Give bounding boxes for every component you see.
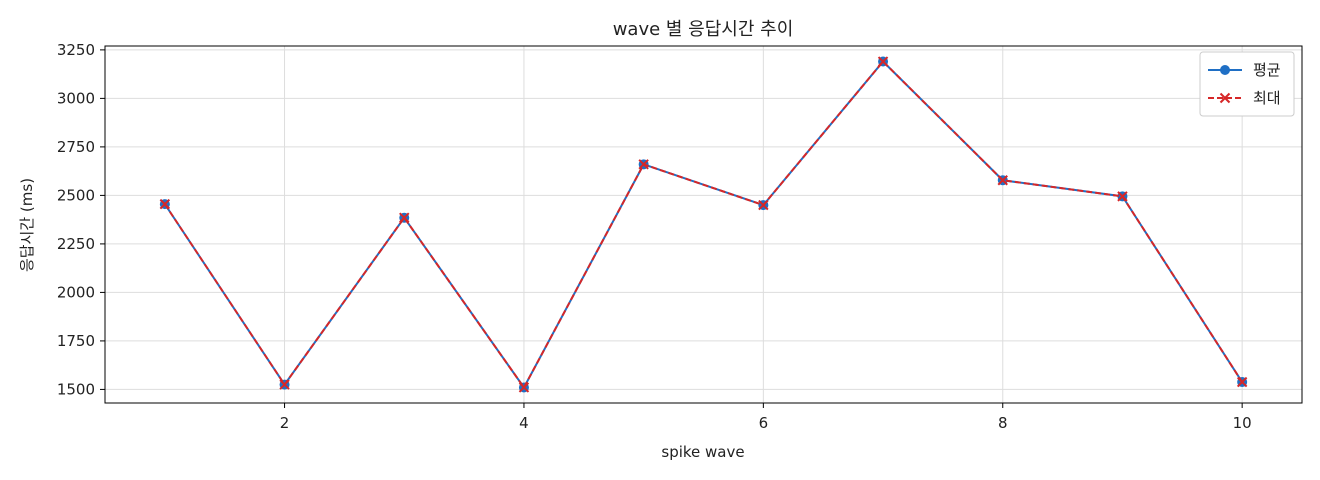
grid [105,46,1302,403]
x-axis-label: spike wave [661,443,744,461]
data-point [399,212,410,223]
x-marker-stroke [1117,191,1128,202]
data-point [1117,191,1128,202]
legend-label: 평균 [1253,61,1281,79]
y-axis-label: 응답시간 (ms) [18,178,36,272]
y-tick-label: 2000 [57,283,95,301]
x-tick-label: 2 [280,414,290,432]
x-marker-stroke [997,175,1008,186]
legend-swatch-marker [1219,92,1231,104]
x-marker-stroke [279,379,290,390]
y-tick-label: 3250 [57,41,95,59]
data-point [997,175,1008,186]
legend-entry-2: 최대 [1208,89,1281,107]
y-tick-label: 2500 [57,186,95,204]
axis-ticks: 2 4 6 8 10 1500 1750 2000 2250 2500 2750 3000 3250 [57,41,1252,432]
data-point [159,198,171,210]
x-marker-stroke [399,212,410,223]
y-tick-label: 1750 [57,332,95,350]
x-tick-label: 4 [519,414,529,432]
y-tick-label: 2250 [57,235,95,253]
data-point [1236,376,1248,388]
series-2 [159,56,1248,393]
x-marker-stroke [1219,92,1231,104]
x-marker-stroke [638,159,649,170]
series-line [164,60,1243,390]
y-tick-label: 2750 [57,138,95,156]
data-point [877,56,889,67]
data-point [758,199,769,211]
plot-frame [104,45,1303,404]
y-tick-label: 3000 [57,89,95,107]
legend-entry-1: 평균 [1208,61,1281,79]
x-tick-label: 6 [759,414,769,432]
legend-swatch-marker [1220,65,1230,75]
data-point [518,382,530,393]
data-point [638,159,649,170]
x-marker-stroke [758,199,769,211]
x-tick-label: 10 [1233,414,1252,432]
chart-title: wave 별 응답시간 추이 [613,19,794,40]
legend-label: 최대 [1253,89,1281,107]
x-tick-label: 8 [998,414,1008,432]
x-marker-stroke [1236,376,1248,388]
y-tick-label: 1500 [57,380,95,398]
x-marker-stroke [877,56,889,67]
x-marker-stroke [159,198,171,210]
series-layer [159,56,1248,393]
data-point [279,379,290,390]
x-marker-stroke [518,382,530,393]
